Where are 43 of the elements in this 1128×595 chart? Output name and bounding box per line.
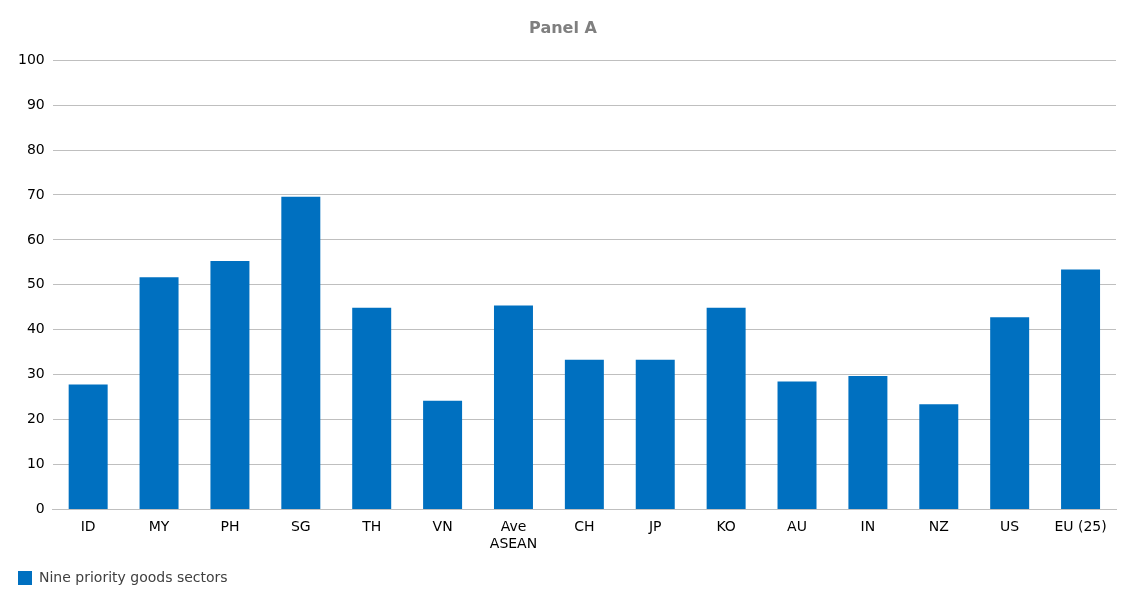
bar [210, 260, 250, 509]
y-tick-label: 0 [35, 500, 45, 517]
x-tick-label: ID [80, 518, 96, 535]
bar [281, 196, 321, 509]
x-tick-label: TH [361, 518, 382, 535]
y-tick-label: 50 [26, 275, 45, 292]
bar [635, 359, 675, 509]
x-tick-label: US [1000, 518, 1020, 535]
bar [68, 384, 108, 509]
bar [706, 307, 746, 509]
y-tick-label: 60 [26, 230, 45, 247]
y-tick-label: 30 [26, 365, 45, 382]
x-tick-label: CH [574, 518, 595, 535]
y-tick-label: 10 [26, 455, 45, 472]
bar [919, 404, 959, 509]
bar [423, 400, 463, 509]
bar [352, 307, 392, 509]
x-tick-label: NZ [928, 518, 949, 535]
x-tick-label: EU (25) [1054, 518, 1107, 535]
legend-label: Nine priority goods sectors [39, 568, 228, 585]
x-tick-label: MY [148, 518, 170, 535]
x-tick-label: KO [716, 518, 736, 535]
bar [990, 317, 1030, 509]
y-tick-label: 40 [26, 320, 45, 337]
x-tick-label: IN [860, 518, 876, 535]
bar [777, 381, 817, 509]
x-tick-label: Ave ASEAN [489, 518, 538, 552]
y-tick-label: 80 [26, 140, 45, 157]
x-tick-label: AU [787, 518, 807, 535]
bar [493, 305, 533, 509]
x-tick-label: SG [290, 518, 311, 535]
bar [848, 375, 888, 509]
bar [1061, 269, 1101, 509]
y-tick-label: 20 [26, 410, 45, 427]
y-tick-label: 90 [26, 95, 45, 112]
y-tick-label: 100 [17, 50, 45, 67]
chart-title: Panel A [529, 17, 598, 37]
bar [564, 359, 604, 509]
bar [139, 277, 179, 509]
x-tick-label: VN [432, 518, 453, 535]
y-tick-label: 70 [26, 185, 45, 202]
x-tick-label: JP [647, 518, 662, 535]
x-tick-label: PH [220, 518, 240, 535]
